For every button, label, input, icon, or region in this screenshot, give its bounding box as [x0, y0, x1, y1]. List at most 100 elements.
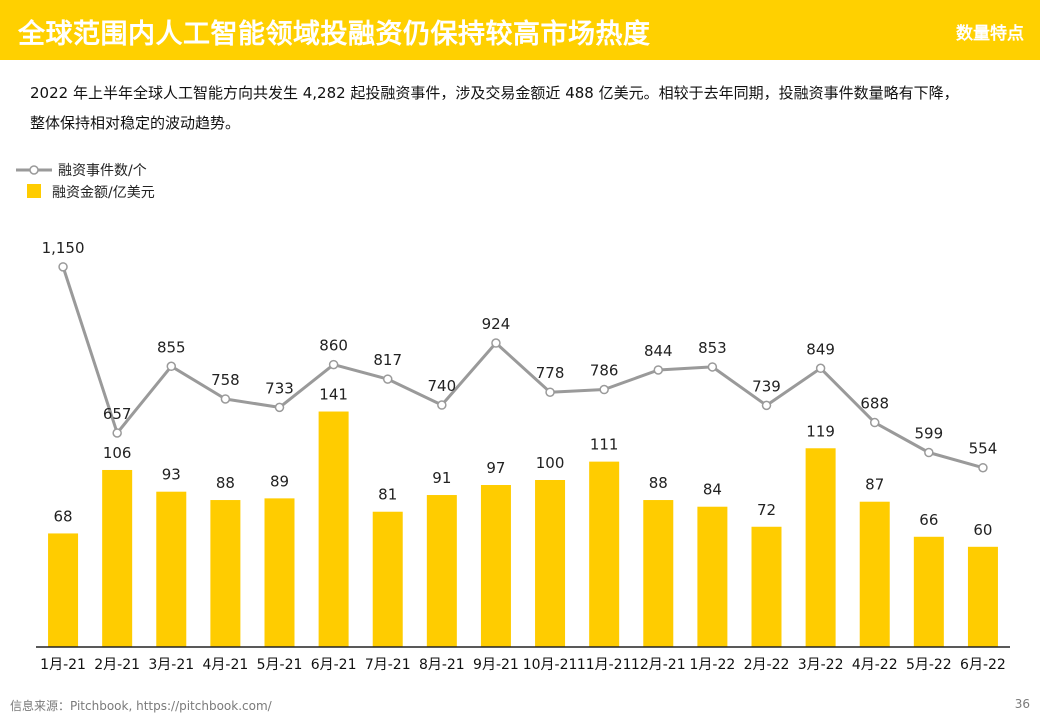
line-value-label: 855	[157, 338, 186, 356]
line-value-label: 688	[860, 395, 889, 413]
bar-value-label: 84	[703, 481, 722, 499]
source-note: 信息来源：Pitchbook, https://pitchbook.com/	[10, 699, 272, 713]
line-point	[58, 262, 68, 272]
line-value-label: 817	[373, 351, 402, 369]
line-value-label: 599	[915, 425, 944, 443]
line-value-label: 786	[590, 362, 619, 380]
bar-value-label: 68	[54, 507, 73, 525]
line-point	[491, 338, 501, 348]
bar-value-label: 87	[865, 476, 884, 494]
line-point	[274, 402, 285, 413]
x-tick-label: 7月-21	[365, 657, 411, 673]
bar-value-label: 60	[973, 521, 992, 539]
x-tick-label: 12月-21	[631, 657, 686, 673]
bar-value-label: 81	[378, 486, 397, 504]
title-banner: 全球范围内人工智能领域投融资仍保持较高市场热度 数量特点	[0, 0, 1040, 60]
bar	[156, 491, 187, 647]
bar-value-label: 89	[270, 472, 289, 490]
line-point	[382, 374, 393, 384]
bar-value-label: 141	[319, 386, 348, 404]
line-point	[707, 362, 718, 372]
x-tick-label: 1月-21	[40, 657, 86, 673]
x-tick-label: 8月-21	[419, 657, 465, 673]
page-title: 全球范围内人工智能领域投融资仍保持较高市场热度	[18, 19, 651, 50]
bar	[967, 546, 998, 647]
section-tag: 数量特点	[956, 24, 1024, 44]
bar-value-label: 91	[432, 469, 451, 487]
line-point	[112, 428, 122, 438]
line-point	[869, 417, 880, 428]
x-tick-label: 3月-21	[148, 657, 194, 673]
bar	[210, 500, 241, 647]
summary-text: 2022 年上半年全球人工智能方向共发生 4,282 起投融资事件，涉及交易金额…	[30, 78, 1020, 138]
x-tick-label: 4月-21	[202, 657, 248, 673]
line-value-label: 657	[103, 405, 132, 423]
bar-value-label: 100	[536, 454, 565, 472]
legend-bar-swatch	[27, 184, 41, 198]
bar	[805, 448, 836, 647]
line-point	[924, 447, 934, 458]
line-value-label: 1,150	[42, 239, 85, 257]
bar	[480, 485, 511, 647]
bar-value-label: 106	[103, 444, 132, 462]
bar	[372, 511, 403, 647]
bar	[264, 498, 295, 647]
line-point	[437, 400, 447, 410]
x-tick-label: 2月-21	[94, 657, 140, 673]
x-tick-label: 4月-22	[852, 657, 898, 673]
bar	[426, 495, 457, 647]
line-point	[815, 363, 826, 374]
bar	[697, 506, 728, 647]
bar	[102, 469, 133, 647]
line-point	[978, 462, 988, 473]
bar	[751, 526, 782, 647]
line-value-label: 860	[319, 337, 348, 355]
line-value-label: 853	[698, 339, 727, 357]
bar	[913, 536, 944, 647]
bar-value-label: 93	[162, 466, 181, 484]
line-point	[761, 400, 772, 411]
line-point	[599, 384, 609, 395]
line-point	[545, 387, 555, 397]
bar-value-label: 72	[757, 501, 776, 519]
line-point	[328, 359, 339, 370]
legend-line-marker	[29, 165, 39, 175]
x-tick-label: 1月-22	[689, 657, 735, 673]
bar-value-label: 88	[216, 474, 235, 492]
bar	[318, 411, 349, 647]
x-tick-label: 2月-22	[744, 657, 790, 673]
legend-label-events: 融资事件数/个	[58, 163, 147, 179]
x-tick-label: 11月-21	[577, 657, 632, 673]
x-tick-label: 6月-21	[311, 657, 357, 673]
bar	[535, 480, 566, 647]
line-value-label: 758	[211, 371, 240, 389]
bar	[643, 500, 674, 647]
bar-value-label: 97	[486, 459, 505, 477]
bar-value-label: 88	[649, 474, 668, 492]
line-value-label: 739	[752, 377, 781, 395]
line-value-label: 778	[536, 364, 565, 382]
x-tick-label: 5月-22	[906, 657, 952, 673]
x-tick-label: 6月-22	[960, 657, 1006, 673]
x-tick-label: 10月-21	[523, 657, 578, 673]
x-tick-label: 9月-21	[473, 657, 519, 673]
line-value-label: 740	[428, 377, 457, 395]
line-point	[653, 365, 664, 375]
page-number: 36	[1014, 697, 1030, 711]
line-value-label: 924	[482, 315, 511, 333]
line-point	[220, 394, 231, 404]
summary-line-2: 整体保持相对稳定的波动趋势。	[30, 114, 241, 132]
series-line	[61, 266, 984, 470]
bar-value-label: 66	[919, 511, 938, 529]
bar	[48, 533, 79, 647]
x-tick-label: 3月-22	[798, 657, 844, 673]
bar-value-label: 111	[590, 436, 619, 454]
bar	[859, 501, 890, 647]
summary-line-1: 2022 年上半年全球人工智能方向共发生 4,282 起投融资事件，涉及交易金额…	[30, 84, 959, 102]
line-value-label: 733	[265, 379, 294, 397]
line-value-label: 844	[644, 342, 673, 360]
line-value-label: 554	[969, 440, 998, 458]
legend-label-amount: 融资金额/亿美元	[52, 185, 155, 201]
